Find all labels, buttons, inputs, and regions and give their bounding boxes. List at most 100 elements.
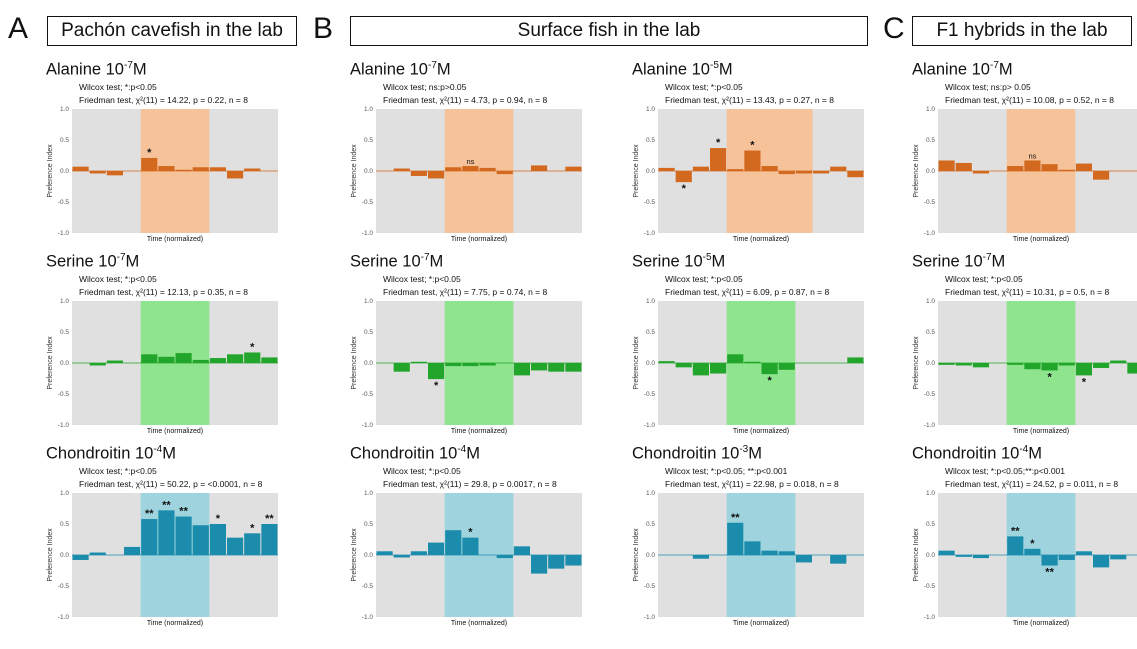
bar bbox=[658, 361, 675, 363]
y-axis-label: Preference Index bbox=[351, 336, 358, 390]
y-tick-label: 1.0 bbox=[926, 106, 935, 113]
friedman-note: Friedman test, χ²(11) = 12.13, p = 0.35,… bbox=[79, 287, 248, 297]
y-tick-label: 0.0 bbox=[926, 360, 935, 367]
bar bbox=[175, 169, 192, 171]
y-tick-label: 1.0 bbox=[364, 106, 373, 113]
wilcox-note: Wilcox test; *:p<0.05 bbox=[79, 466, 157, 476]
y-tick-label: 0.0 bbox=[646, 552, 655, 559]
bar bbox=[1093, 171, 1110, 180]
y-tick-label: 0.5 bbox=[364, 329, 373, 336]
y-tick-label: 0.5 bbox=[60, 137, 69, 144]
bar bbox=[479, 167, 496, 171]
bar bbox=[410, 171, 427, 176]
bar bbox=[1041, 164, 1058, 171]
y-tick-label: 0.5 bbox=[926, 521, 935, 528]
bar bbox=[565, 363, 582, 372]
chart-title-unit: M bbox=[711, 252, 726, 271]
significance-marker: * bbox=[434, 380, 439, 392]
x-axis-label: Time (normalized) bbox=[1013, 620, 1069, 627]
bar bbox=[692, 555, 709, 559]
bar bbox=[761, 166, 778, 171]
bar bbox=[175, 516, 192, 555]
bar bbox=[548, 555, 565, 569]
wilcox-note: Wilcox test; *:p<0.05; **:p<0.001 bbox=[665, 466, 788, 476]
chart-title-name: Serine 10 bbox=[350, 252, 421, 271]
x-axis-label: Time (normalized) bbox=[451, 620, 507, 627]
chart-title: Serine 10-7M bbox=[912, 252, 1005, 272]
y-tick-label: -1.0 bbox=[58, 422, 70, 429]
bar-chart: ns 1.0 0.5 0.0 -0.5 -1.0 Preference Index Time … bbox=[351, 106, 582, 243]
bar bbox=[1093, 555, 1110, 568]
chart-title-name: Alanine 10 bbox=[46, 60, 124, 79]
chart-panel-B-alanine-7: Alanine 10-7M Wilcox test; ns:p>0.05 Fried… bbox=[350, 60, 590, 265]
wilcox-note: Wilcox test; *:p<0.05 bbox=[665, 82, 743, 92]
bar bbox=[89, 171, 106, 174]
y-tick-label: -0.5 bbox=[644, 583, 656, 590]
y-tick-label: 0.0 bbox=[926, 552, 935, 559]
y-tick-label: 0.0 bbox=[926, 168, 935, 175]
chart-title-name: Chondroitin 10 bbox=[632, 444, 740, 463]
bar bbox=[675, 363, 692, 368]
chart-panel-C-chondroitin: Chondroitin 10-4M Wilcox test; *:p<0.05;*… bbox=[912, 444, 1137, 649]
bar bbox=[972, 555, 989, 559]
chart-title-name: Alanine 10 bbox=[912, 60, 990, 79]
chart-title: Serine 10-7M bbox=[46, 252, 139, 272]
chart-title: Alanine 10-7M bbox=[46, 60, 147, 80]
bar bbox=[1058, 169, 1075, 171]
y-tick-label: 0.0 bbox=[60, 168, 69, 175]
chart-title-exponent: -5 bbox=[702, 252, 712, 263]
chart-panel-B-chondroitin-4: Chondroitin 10-4M Wilcox test; *:p<0.05 Fr… bbox=[350, 444, 590, 649]
significance-marker: * bbox=[1082, 376, 1087, 388]
bar bbox=[141, 519, 158, 555]
bar bbox=[158, 166, 175, 171]
significance-marker: * bbox=[147, 147, 152, 159]
bar bbox=[445, 167, 462, 171]
bar bbox=[227, 354, 244, 363]
bar bbox=[1075, 163, 1092, 171]
bar bbox=[938, 363, 955, 365]
chart-title: Chondroitin 10-4M bbox=[912, 444, 1042, 464]
bar bbox=[428, 542, 445, 555]
y-tick-label: 0.5 bbox=[364, 137, 373, 144]
significance-marker: ** bbox=[1045, 567, 1054, 579]
bar bbox=[1041, 363, 1058, 371]
bar-chart: ** 1.0 0.5 0.0 -0.5 -1.0 Preference Index Time … bbox=[633, 490, 864, 627]
y-tick-label: -0.5 bbox=[644, 199, 656, 206]
y-tick-label: 1.0 bbox=[646, 490, 655, 497]
bar bbox=[462, 166, 479, 171]
significance-marker: ** bbox=[179, 506, 188, 518]
bar bbox=[761, 363, 778, 375]
x-axis-label: Time (normalized) bbox=[147, 428, 203, 435]
bar bbox=[72, 166, 89, 171]
wilcox-note: Wilcox test; *:p<0.05 bbox=[79, 82, 157, 92]
y-tick-label: 1.0 bbox=[926, 298, 935, 305]
chart-title-unit: M bbox=[718, 60, 733, 79]
bar bbox=[727, 522, 744, 555]
bar bbox=[445, 363, 462, 367]
bar bbox=[955, 363, 972, 366]
y-tick-label: -1.0 bbox=[924, 230, 936, 237]
y-tick-label: -0.5 bbox=[58, 583, 70, 590]
chart-title: Chondroitin 10-4M bbox=[46, 444, 176, 464]
y-tick-label: 1.0 bbox=[646, 106, 655, 113]
y-tick-label: 0.5 bbox=[926, 137, 935, 144]
chart-title-exponent: -7 bbox=[116, 252, 126, 263]
bar bbox=[393, 363, 410, 372]
chart-title-unit: M bbox=[748, 444, 762, 463]
chart-title-name: Serine 10 bbox=[912, 252, 983, 271]
bar bbox=[192, 359, 209, 363]
chart-title-exponent: -4 bbox=[1019, 444, 1029, 455]
bar bbox=[496, 555, 513, 559]
bar bbox=[830, 166, 847, 171]
y-tick-label: 0.0 bbox=[646, 168, 655, 175]
bar bbox=[428, 171, 445, 179]
bar bbox=[955, 162, 972, 171]
bar bbox=[972, 171, 989, 174]
section-title-a: Pachón cavefish in the lab bbox=[47, 16, 297, 46]
bar bbox=[410, 361, 427, 363]
friedman-note: Friedman test, χ²(11) = 10.31, p = 0.5, … bbox=[945, 287, 1110, 297]
y-tick-label: -0.5 bbox=[924, 199, 936, 206]
wilcox-note: Wilcox test; *:p<0.05 bbox=[945, 274, 1023, 284]
